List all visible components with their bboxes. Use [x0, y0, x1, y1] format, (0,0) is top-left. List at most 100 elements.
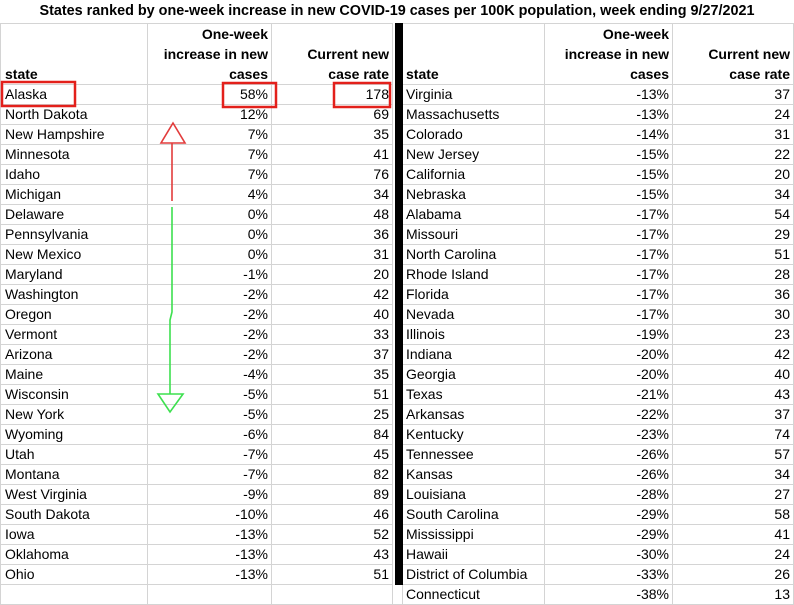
change-cell: -13%	[545, 85, 673, 105]
column-header-state: state	[0, 23, 148, 85]
rate-cell: 45	[272, 445, 393, 465]
state-cell: New York	[0, 405, 148, 425]
table-row: Louisiana -28% 27	[403, 485, 794, 505]
state-cell: Utah	[0, 445, 148, 465]
change-cell: -33%	[545, 565, 673, 585]
rate-cell: 36	[673, 285, 794, 305]
table-row: North Dakota 12% 69	[0, 105, 393, 125]
table-body: Virginia -13% 37 Massachusetts -13% 24 Colorad…	[403, 85, 794, 605]
table-row: Pennsylvania 0% 36	[0, 225, 393, 245]
rate-cell: 22	[673, 145, 794, 165]
change-cell: 4%	[148, 185, 272, 205]
state-cell: Kansas	[403, 465, 545, 485]
rate-cell: 51	[673, 245, 794, 265]
rate-cell: 37	[673, 405, 794, 425]
table-row: Rhode Island -17% 28	[403, 265, 794, 285]
rate-cell: 35	[272, 125, 393, 145]
table-row: Florida -17% 36	[403, 285, 794, 305]
change-cell: -6%	[148, 425, 272, 445]
rate-cell: 26	[673, 565, 794, 585]
column-header-change: One-week increase in new cases	[148, 23, 272, 85]
table-row: New Jersey -15% 22	[403, 145, 794, 165]
state-cell: North Dakota	[0, 105, 148, 125]
change-cell: -2%	[148, 325, 272, 345]
state-cell: California	[403, 165, 545, 185]
table-row: Texas -21% 43	[403, 385, 794, 405]
table-row: Indiana -20% 42	[403, 345, 794, 365]
change-cell: -23%	[545, 425, 673, 445]
state-cell: Tennessee	[403, 445, 545, 465]
change-cell: -13%	[148, 545, 272, 565]
table-row: Wyoming -6% 84	[0, 425, 393, 445]
change-cell: -17%	[545, 205, 673, 225]
change-cell: -22%	[545, 405, 673, 425]
state-cell: Wisconsin	[0, 385, 148, 405]
rate-cell: 54	[673, 205, 794, 225]
state-cell: Alabama	[403, 205, 545, 225]
table-row: Michigan 4% 34	[0, 185, 393, 205]
column-header-change-label: One-week increase in new cases	[564, 26, 669, 82]
change-cell: -17%	[545, 265, 673, 285]
change-cell: -29%	[545, 525, 673, 545]
rate-cell: 24	[673, 105, 794, 125]
change-cell: -38%	[545, 585, 673, 605]
state-cell: Massachusetts	[403, 105, 545, 125]
state-cell: Maryland	[0, 265, 148, 285]
rate-cell: 40	[673, 365, 794, 385]
state-cell: Hawaii	[403, 545, 545, 565]
state-cell: Montana	[0, 465, 148, 485]
rate-cell: 48	[272, 205, 393, 225]
table-row: Iowa -13% 52	[0, 525, 393, 545]
state-cell: Rhode Island	[403, 265, 545, 285]
state-cell: Mississippi	[403, 525, 545, 545]
rate-cell: 30	[673, 305, 794, 325]
table-row: Missouri -17% 29	[403, 225, 794, 245]
empty-cell	[272, 585, 393, 605]
table-row: Alaska 58% 178	[0, 85, 393, 105]
change-cell: 0%	[148, 205, 272, 225]
change-cell: -1%	[148, 265, 272, 285]
table-row: California -15% 20	[403, 165, 794, 185]
state-cell: Kentucky	[403, 425, 545, 445]
state-cell: Arkansas	[403, 405, 545, 425]
rate-cell: 25	[272, 405, 393, 425]
state-cell: South Carolina	[403, 505, 545, 525]
rate-cell: 51	[272, 385, 393, 405]
table-row: District of Columbia -33% 26	[403, 565, 794, 585]
change-cell: -20%	[545, 345, 673, 365]
chart-title: States ranked by one-week increase in ne…	[39, 3, 755, 19]
table-left: state One-week increase in new cases Cur…	[0, 23, 393, 605]
rate-cell: 57	[673, 445, 794, 465]
change-cell: -9%	[148, 485, 272, 505]
rate-cell: 20	[272, 265, 393, 285]
column-header-rate-label: Current new case rate	[708, 46, 790, 82]
state-cell: Delaware	[0, 205, 148, 225]
table-row: Arizona -2% 37	[0, 345, 393, 365]
header-row: state One-week increase in new cases Cur…	[0, 23, 393, 85]
change-cell: -2%	[148, 345, 272, 365]
rate-cell: 23	[673, 325, 794, 345]
table-row: Idaho 7% 76	[0, 165, 393, 185]
change-cell: -30%	[545, 545, 673, 565]
rate-cell: 41	[673, 525, 794, 545]
rate-cell: 37	[673, 85, 794, 105]
table-row: Montana -7% 82	[0, 465, 393, 485]
table-right: state One-week increase in new cases Cur…	[403, 23, 794, 605]
state-cell: Virginia	[403, 85, 545, 105]
change-cell: -26%	[545, 465, 673, 485]
table-row: Georgia -20% 40	[403, 365, 794, 385]
change-cell: 12%	[148, 105, 272, 125]
state-cell: District of Columbia	[403, 565, 545, 585]
change-cell: -29%	[545, 505, 673, 525]
empty-cell	[148, 585, 272, 605]
state-cell: Colorado	[403, 125, 545, 145]
change-cell: -13%	[545, 105, 673, 125]
change-cell: -17%	[545, 245, 673, 265]
state-cell: Iowa	[0, 525, 148, 545]
rate-cell: 82	[272, 465, 393, 485]
rate-cell: 36	[272, 225, 393, 245]
table-row: Kansas -26% 34	[403, 465, 794, 485]
header-row: state One-week increase in new cases Cur…	[403, 23, 794, 85]
state-cell: Illinois	[403, 325, 545, 345]
rate-cell: 43	[673, 385, 794, 405]
